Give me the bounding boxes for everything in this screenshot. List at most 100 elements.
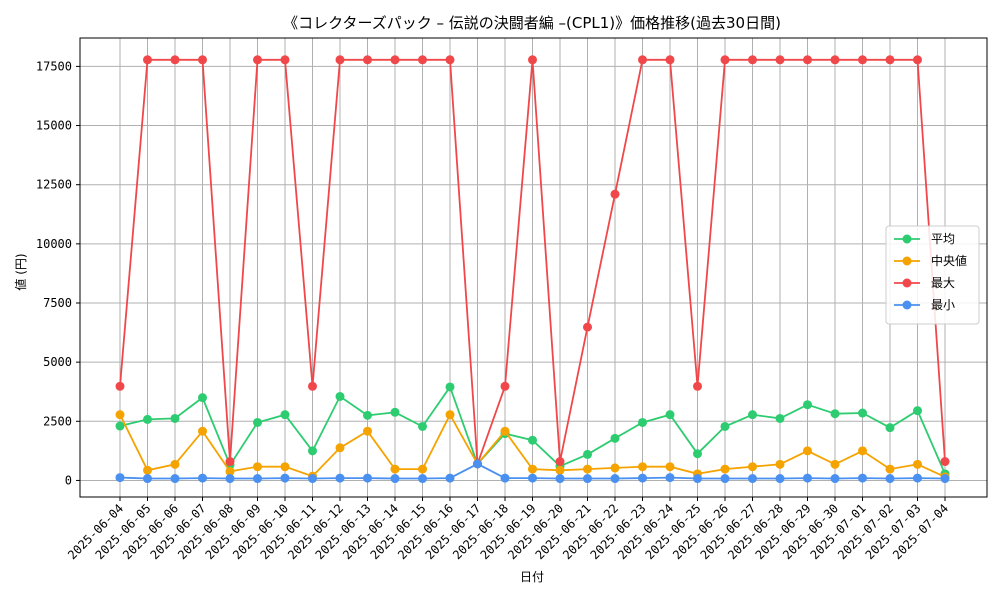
data-point	[225, 457, 235, 467]
data-point	[308, 381, 317, 391]
y-tick-label: 7500	[43, 296, 72, 310]
data-point	[115, 473, 125, 483]
data-point	[858, 446, 867, 456]
series-3	[115, 459, 950, 484]
data-point	[665, 462, 675, 472]
data-point	[858, 55, 867, 65]
data-point	[390, 474, 400, 484]
data-point	[775, 55, 785, 65]
y-tick-label: 10000	[36, 237, 72, 251]
y-tick-label: 12500	[36, 178, 72, 192]
data-point	[390, 55, 400, 65]
data-point	[913, 459, 922, 469]
data-point	[830, 459, 840, 469]
legend-item: 平均	[894, 232, 955, 246]
legend-item: 最大	[894, 276, 955, 290]
data-point	[528, 464, 537, 474]
data-point	[913, 406, 922, 416]
data-point	[720, 464, 730, 474]
data-point	[528, 473, 537, 483]
data-point	[748, 410, 757, 420]
series-layer	[115, 55, 950, 484]
data-point	[115, 381, 125, 391]
data-point	[363, 473, 372, 483]
legend-swatch-marker	[902, 278, 912, 288]
plot-background	[80, 38, 987, 497]
data-point	[143, 55, 152, 65]
data-point	[940, 457, 950, 467]
legend-item: 中央値	[894, 253, 967, 268]
legend-swatch-marker	[902, 234, 912, 244]
data-point	[280, 473, 290, 483]
data-point	[693, 449, 702, 459]
data-point	[638, 462, 647, 472]
data-point	[445, 473, 455, 483]
data-point	[280, 410, 290, 420]
data-point	[885, 464, 895, 474]
data-point	[143, 474, 152, 484]
data-point	[198, 426, 207, 436]
data-point	[280, 462, 290, 472]
data-point	[803, 400, 812, 410]
data-point	[363, 55, 372, 65]
data-point	[583, 464, 592, 474]
data-point	[390, 464, 400, 474]
data-point	[143, 465, 152, 475]
legend-swatch-marker	[902, 256, 912, 266]
data-point	[445, 55, 455, 65]
x-axis-label: 日付	[520, 570, 544, 584]
y-tick-label: 15000	[36, 119, 72, 133]
data-point	[473, 459, 482, 469]
data-point	[280, 55, 290, 65]
data-point	[308, 446, 317, 456]
legend-label: 最小	[931, 298, 955, 312]
data-point	[720, 474, 730, 484]
data-point	[500, 426, 510, 436]
data-point	[665, 410, 675, 420]
data-point	[363, 426, 372, 436]
data-point	[693, 381, 702, 391]
data-point	[665, 473, 675, 483]
data-point	[418, 421, 427, 431]
series-0	[115, 382, 950, 479]
data-point	[748, 55, 757, 65]
plot-frame	[79, 37, 988, 498]
legend-label: 最大	[931, 276, 955, 290]
data-point	[335, 391, 345, 401]
data-point	[885, 55, 895, 65]
data-point	[500, 473, 510, 483]
legend-label: 中央値	[931, 253, 967, 268]
data-point	[858, 408, 867, 418]
series-1	[115, 410, 950, 482]
data-point	[253, 462, 262, 472]
data-point	[500, 381, 510, 391]
y-axis-label: 値 (円)	[13, 253, 28, 290]
data-point	[830, 409, 840, 419]
data-point	[913, 55, 922, 65]
data-point	[720, 421, 730, 431]
data-point	[225, 466, 235, 476]
data-point	[693, 474, 702, 484]
data-point	[583, 449, 592, 459]
legend-label: 平均	[931, 232, 955, 246]
data-point	[170, 459, 180, 469]
data-point	[253, 55, 262, 65]
data-point	[170, 474, 180, 484]
data-point	[610, 474, 620, 484]
series-2	[115, 55, 950, 469]
data-point	[555, 474, 565, 484]
data-point	[115, 410, 125, 420]
data-point	[830, 55, 840, 65]
data-point	[638, 473, 647, 483]
y-tick-label: 5000	[43, 355, 72, 369]
data-point	[418, 464, 427, 474]
data-point	[198, 473, 207, 483]
data-point	[665, 55, 675, 65]
data-point	[555, 465, 565, 475]
y-tick-label: 17500	[36, 59, 72, 73]
data-point	[638, 417, 647, 427]
data-point	[143, 414, 152, 424]
data-point	[390, 407, 400, 417]
data-point	[803, 473, 812, 483]
